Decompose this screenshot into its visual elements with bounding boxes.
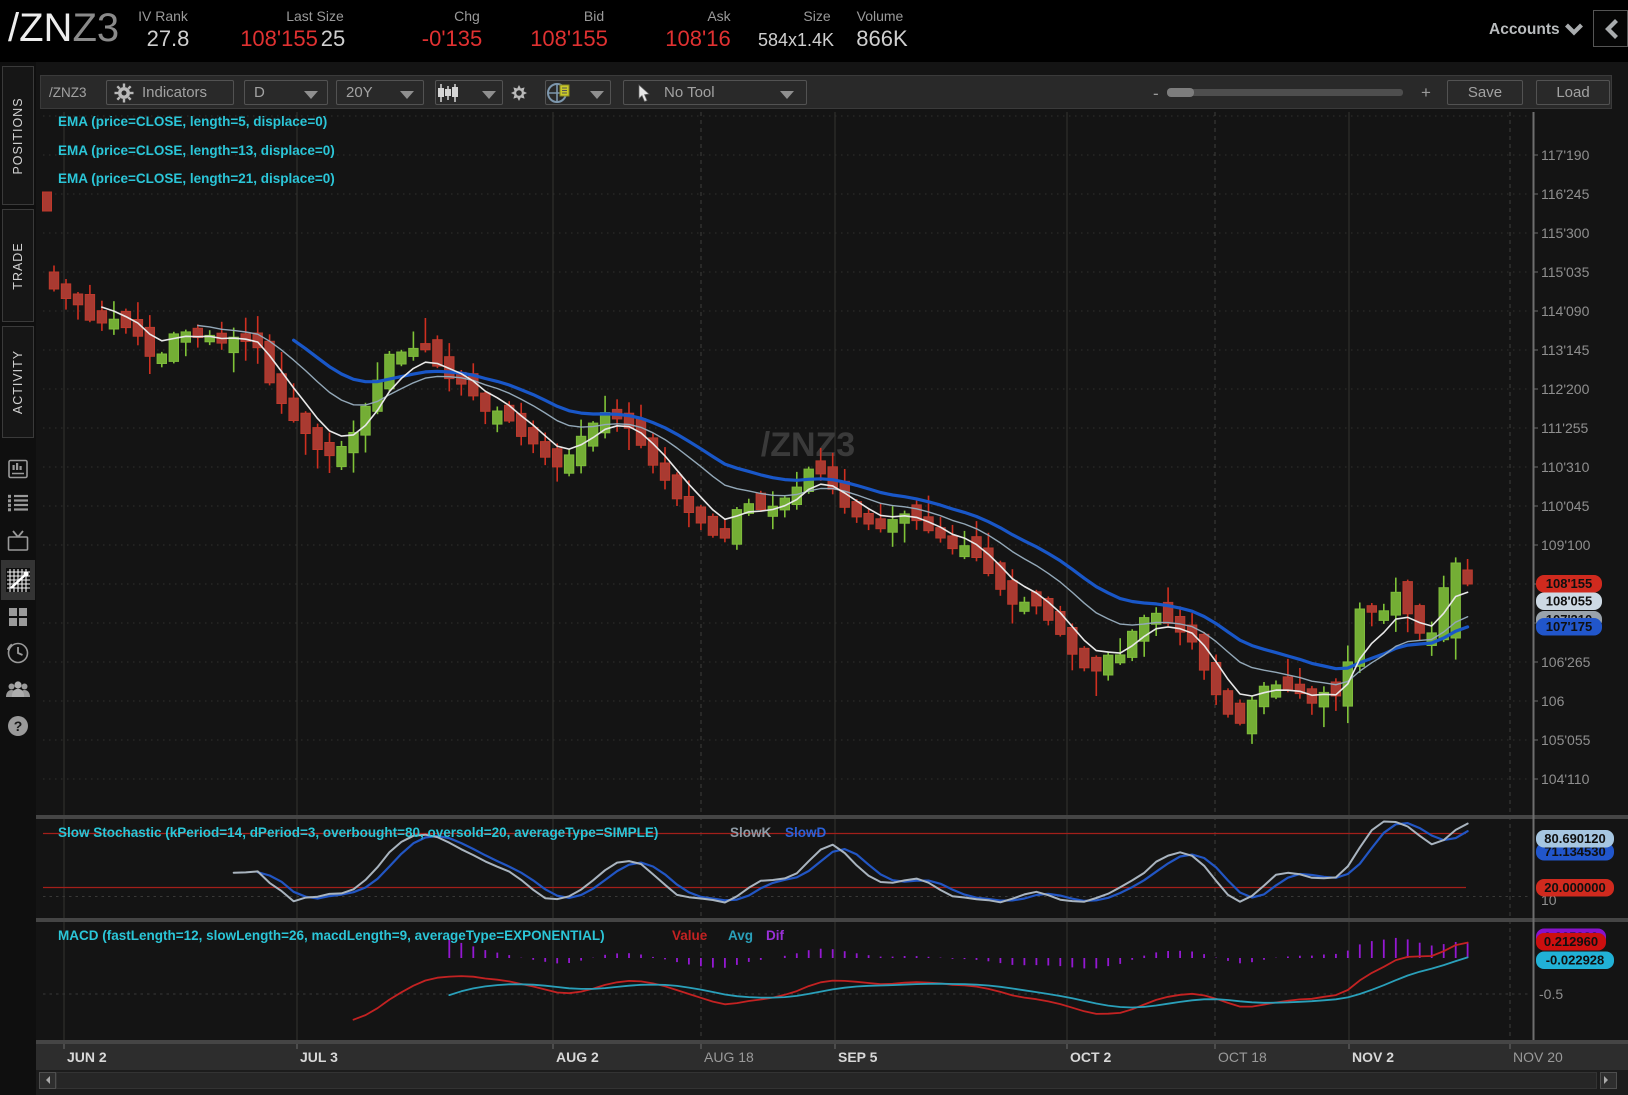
svg-text:EMA (price=CLOSE, length=13, d: EMA (price=CLOSE, length=13, displace=0): [58, 143, 335, 158]
svg-text:106'265: 106'265: [1541, 654, 1591, 670]
svg-text:-0.022928: -0.022928: [1546, 953, 1605, 968]
svg-text:116'245: 116'245: [1541, 186, 1590, 202]
svg-text:EMA (price=CLOSE, length=21, d: EMA (price=CLOSE, length=21, displace=0): [58, 171, 335, 186]
svg-text:JUN 2: JUN 2: [67, 1049, 107, 1065]
svg-text:113'145: 113'145: [1541, 342, 1590, 358]
svg-text:AUG 2: AUG 2: [556, 1049, 599, 1065]
svg-text:105'055: 105'055: [1541, 732, 1591, 748]
svg-text:110'045: 110'045: [1541, 498, 1590, 514]
svg-text:SlowK: SlowK: [730, 825, 772, 840]
svg-text:71.134530: 71.134530: [1544, 844, 1605, 859]
svg-text:EMA (price=CLOSE, length=5, di: EMA (price=CLOSE, length=5, displace=0): [58, 114, 327, 129]
svg-text:/ZNZ3: /ZNZ3: [761, 426, 855, 464]
svg-text:80.690120: 80.690120: [1544, 831, 1605, 846]
svg-text:109'100: 109'100: [1541, 537, 1591, 553]
svg-text:108'055: 108'055: [1546, 594, 1592, 609]
svg-text:0.212960: 0.212960: [1544, 934, 1598, 949]
svg-text:107'175: 107'175: [1546, 619, 1592, 634]
svg-text:NOV 20: NOV 20: [1513, 1049, 1563, 1065]
svg-text:20.000000: 20.000000: [1544, 880, 1605, 895]
svg-text:AUG 18: AUG 18: [704, 1049, 754, 1065]
svg-text:110'310: 110'310: [1541, 459, 1590, 475]
svg-text:115'300: 115'300: [1541, 225, 1590, 241]
svg-text:JUL 3: JUL 3: [300, 1049, 338, 1065]
svg-text:Dif: Dif: [766, 928, 785, 943]
svg-text:NOV 2: NOV 2: [1352, 1049, 1394, 1065]
svg-text:Avg: Avg: [728, 928, 753, 943]
svg-text:SEP 5: SEP 5: [838, 1049, 878, 1065]
svg-text:OCT 2: OCT 2: [1070, 1049, 1111, 1065]
svg-text:MACD (fastLength=12, slowLengt: MACD (fastLength=12, slowLength=26, macd…: [58, 928, 605, 943]
svg-text:112'200: 112'200: [1541, 381, 1590, 397]
svg-text:106: 106: [1541, 693, 1565, 709]
svg-text:SlowD: SlowD: [785, 825, 827, 840]
svg-text:117'190: 117'190: [1541, 147, 1590, 163]
svg-text:108'155: 108'155: [1546, 576, 1592, 591]
svg-text:111'255: 111'255: [1541, 420, 1589, 436]
svg-text:115'035: 115'035: [1541, 264, 1590, 280]
svg-text:Value: Value: [672, 928, 708, 943]
svg-text:Slow Stochastic (kPeriod=14, d: Slow Stochastic (kPeriod=14, dPeriod=3, …: [58, 825, 658, 840]
svg-text:114'090: 114'090: [1541, 303, 1590, 319]
svg-text:-0.5: -0.5: [1539, 986, 1563, 1002]
svg-text:OCT 18: OCT 18: [1218, 1049, 1267, 1065]
svg-text:?: ?: [14, 718, 23, 734]
svg-text:104'110: 104'110: [1541, 771, 1590, 787]
